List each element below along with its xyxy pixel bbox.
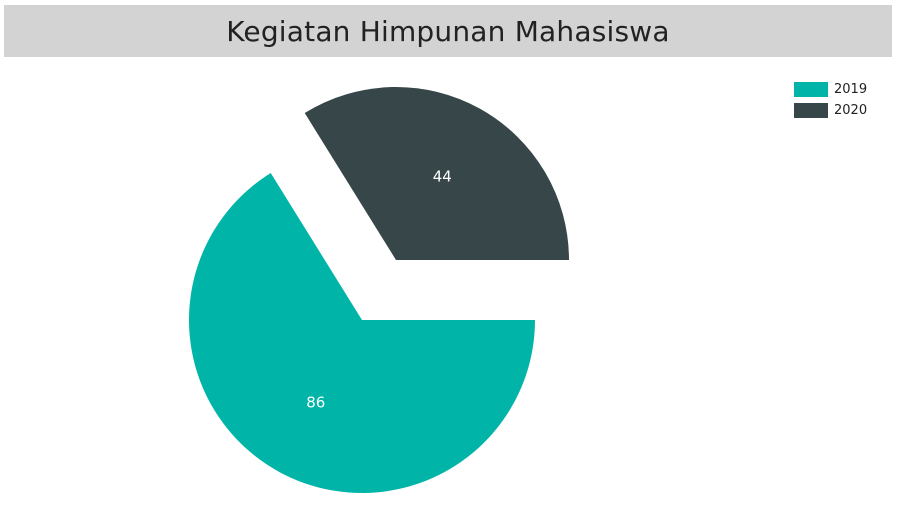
legend-item-2020[interactable]: 2020 [794,101,867,120]
chart-legend: 2019 2020 [794,80,867,122]
legend-swatch-2019 [794,82,828,97]
data-label-2020: 44 [433,167,452,185]
data-label-2019: 86 [306,394,325,412]
chart-title-bar: Kegiatan Himpunan Mahasiswa [4,5,892,57]
legend-label-2019: 2019 [834,82,868,97]
pie-slice-2019[interactable] [188,173,536,493]
legend-label-2020: 2020 [834,103,868,118]
legend-swatch-2020 [794,103,828,118]
legend-item-2019[interactable]: 2019 [794,80,867,99]
chart-title: Kegiatan Himpunan Mahasiswa [226,14,670,48]
pie-slice-2020[interactable] [304,87,569,260]
